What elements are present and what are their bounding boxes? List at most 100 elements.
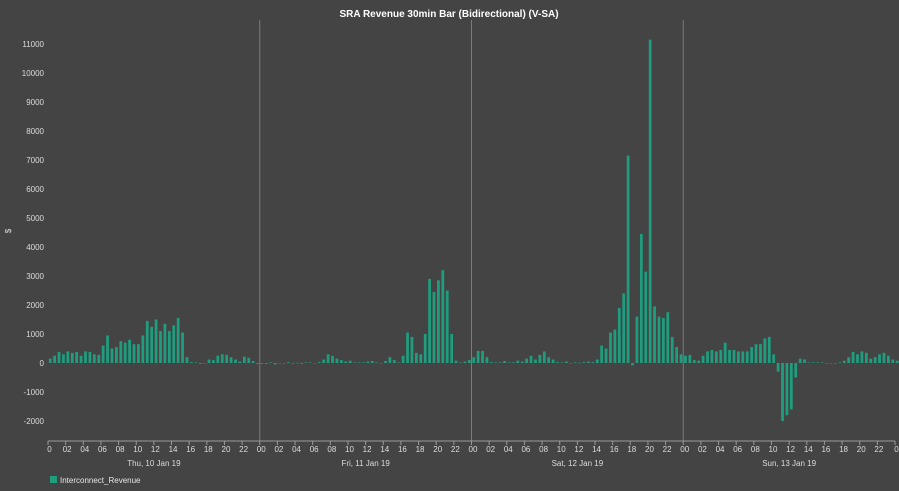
bar[interactable] [53,355,56,363]
bar[interactable] [798,358,802,363]
bar[interactable] [887,355,890,363]
bar[interactable] [670,336,674,363]
bar[interactable] [631,363,634,366]
bar[interactable] [781,363,784,421]
bar[interactable] [269,362,273,363]
bar[interactable] [414,352,418,363]
bar[interactable] [423,334,427,363]
bar[interactable] [57,351,61,363]
bar[interactable] [256,363,259,364]
bar[interactable] [159,331,162,363]
bar[interactable] [525,358,529,363]
bar[interactable] [304,362,308,363]
bar[interactable] [512,362,515,363]
bar[interactable] [406,332,409,363]
bar[interactable] [88,351,92,363]
bar[interactable] [529,355,533,363]
bar[interactable] [891,359,895,363]
bar[interactable] [516,360,520,363]
bar[interactable] [145,320,149,363]
bar[interactable] [238,361,242,363]
bar[interactable] [234,359,237,363]
bar[interactable] [366,361,370,363]
bar[interactable] [339,360,343,363]
bar[interactable] [520,361,524,363]
bar[interactable] [807,362,811,363]
bar[interactable] [264,363,268,364]
bar[interactable] [362,362,365,363]
bar[interactable] [542,351,546,363]
bar[interactable] [481,350,484,363]
bar[interactable] [864,352,868,363]
bar[interactable] [194,362,198,363]
bar[interactable] [489,362,493,363]
bar[interactable] [609,332,612,363]
bar[interactable] [710,349,714,363]
bar[interactable] [410,336,414,363]
bar[interactable] [684,355,687,363]
bar[interactable] [79,355,83,363]
bar[interactable] [388,357,392,363]
bar[interactable] [242,356,246,363]
bar[interactable] [432,291,436,363]
bar[interactable] [706,351,709,363]
bar[interactable] [498,362,502,363]
bar[interactable] [392,360,396,363]
bar[interactable] [397,362,401,363]
bar[interactable] [454,360,458,363]
bar[interactable] [600,345,604,363]
bar[interactable] [564,361,568,363]
bar[interactable] [247,357,251,363]
bar[interactable] [463,361,467,363]
bar[interactable] [591,362,595,363]
bar[interactable] [556,362,559,363]
bar[interactable] [617,307,621,363]
bar[interactable] [335,358,339,363]
bar[interactable] [697,360,701,363]
bar[interactable] [216,355,220,363]
bar[interactable] [834,363,837,364]
bar[interactable] [538,354,542,363]
bar[interactable] [291,363,295,364]
bar[interactable] [666,312,670,363]
bar[interactable] [62,354,65,363]
bar[interactable] [820,362,824,363]
bar[interactable] [692,360,696,363]
bar[interactable] [560,362,564,363]
bar[interactable] [97,354,101,363]
bar[interactable] [322,359,326,363]
bar[interactable] [260,363,264,364]
bar[interactable] [84,351,87,363]
bar[interactable] [723,342,727,363]
bar[interactable] [251,360,255,363]
bar[interactable] [106,335,109,363]
bar[interactable] [459,362,462,363]
bar[interactable] [750,347,753,363]
bar[interactable] [595,359,599,363]
bar[interactable] [476,350,480,363]
bar[interactable] [803,359,806,363]
bar[interactable] [375,362,379,363]
bar[interactable] [115,347,118,363]
bar[interactable] [137,344,140,363]
bar[interactable] [745,351,749,363]
bar[interactable] [789,363,793,410]
bar[interactable] [92,354,96,363]
bar[interactable] [384,360,387,363]
bar[interactable] [587,361,590,363]
bar[interactable] [573,362,577,363]
bar[interactable] [287,362,290,363]
bar[interactable] [759,344,762,363]
bar[interactable] [812,362,815,363]
bar[interactable] [622,293,626,363]
bar[interactable] [185,357,189,363]
bar[interactable] [604,348,608,364]
bar[interactable] [648,39,652,364]
bar[interactable] [172,325,176,363]
bar[interactable] [737,351,740,363]
bar[interactable] [776,363,780,372]
bar[interactable] [847,357,851,363]
bar[interactable] [816,362,820,363]
bar[interactable] [181,332,184,363]
bar[interactable] [212,360,215,363]
